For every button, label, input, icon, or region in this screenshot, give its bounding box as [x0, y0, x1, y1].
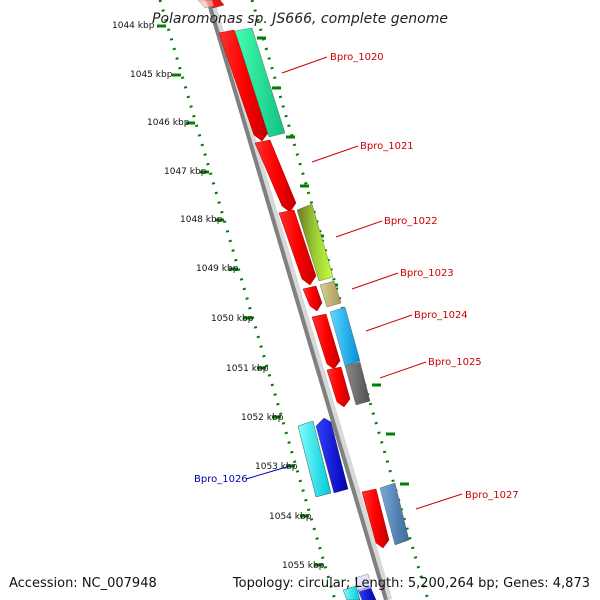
gene-arrow[interactable] [311, 313, 341, 370]
tick-label: 1050 kbp [211, 314, 254, 324]
tick-label: 1052 kbp [241, 413, 284, 423]
gene-arrow[interactable] [326, 366, 351, 408]
gene-label[interactable]: Bpro_1020 [330, 52, 384, 63]
gene-arrows-outer [197, 0, 410, 546]
gene-arrow[interactable] [319, 280, 342, 308]
scale-major-ticks [157, 24, 323, 567]
tick-label: 1055 kbp [282, 561, 325, 571]
gene-arrow[interactable] [234, 27, 286, 138]
scale-labels: 1044 kbp 1045 kbp 1046 kbp 1047 kbp 1048… [112, 21, 325, 571]
gene-arrow[interactable] [296, 203, 334, 282]
label-leaders [245, 56, 463, 510]
gene-arrow[interactable] [342, 585, 361, 600]
gene-arrow[interactable] [354, 573, 373, 593]
gene-label[interactable]: Bpro_1024 [414, 310, 468, 321]
tick-label: 1053 kbp [255, 462, 298, 472]
tick-label: 1051 kbp [226, 364, 269, 374]
gene-arrow[interactable] [302, 285, 323, 312]
gene-label[interactable]: Bpro_1021 [360, 141, 414, 152]
tick-label: 1047 kbp [164, 167, 207, 177]
tick-label: 1044 kbp [112, 21, 155, 31]
backbone-shadow [207, 0, 393, 600]
gene-arrow[interactable] [254, 139, 297, 213]
scale-dotted-line [158, 0, 337, 600]
tick-label: 1049 kbp [196, 264, 239, 274]
gene-label[interactable]: Bpro_1027 [465, 490, 519, 501]
gene-label[interactable]: Bpro_1026 [194, 474, 248, 485]
gene-arrow[interactable] [297, 420, 332, 498]
tick-label: 1054 kbp [269, 512, 312, 522]
gene-arrow[interactable] [361, 488, 390, 549]
gene-arrows-inner [204, 0, 390, 549]
gene-arrow[interactable] [218, 29, 270, 142]
tick-label: 1046 kbp [147, 118, 190, 128]
tick-label: 1048 kbp [180, 215, 223, 225]
genome-backbone [206, 0, 388, 600]
gene-arrow[interactable] [379, 482, 410, 546]
gene-arrows-reverse [297, 417, 377, 600]
gene-label[interactable]: Bpro_1023 [400, 268, 454, 279]
genome-title: Polaromonas sp. JS666, complete genome [152, 11, 448, 27]
tick-label: 1045 kbp [130, 70, 173, 80]
gene-arrow[interactable] [197, 0, 215, 9]
gene-arrow[interactable] [315, 417, 349, 494]
accession-text: Accession: NC_007948 [9, 576, 157, 591]
gene-labels: Bpro_1020 Bpro_1021 Bpro_1022 Bpro_1023 … [194, 52, 519, 501]
gene-label[interactable]: Bpro_1022 [384, 216, 438, 227]
gene-arrow[interactable] [344, 361, 371, 406]
gene-arrow[interactable] [329, 306, 361, 367]
genome-summary: Topology: circular; Length: 5,200,264 bp… [232, 576, 590, 591]
gene-label[interactable]: Bpro_1025 [428, 357, 482, 368]
gene-arrow[interactable] [278, 209, 317, 286]
